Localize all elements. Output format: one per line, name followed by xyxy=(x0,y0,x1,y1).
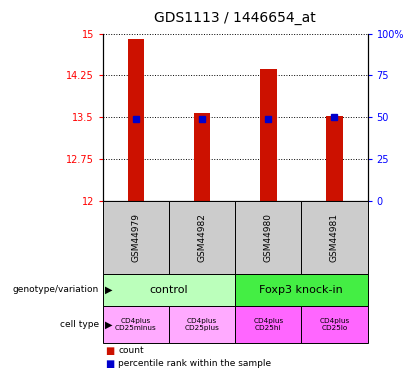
Text: Foxp3 knock-in: Foxp3 knock-in xyxy=(260,285,343,295)
Text: GSM44982: GSM44982 xyxy=(198,213,207,262)
Text: cell type: cell type xyxy=(60,320,99,329)
Text: ■: ■ xyxy=(105,359,114,369)
Text: control: control xyxy=(150,285,188,295)
Text: ▶: ▶ xyxy=(105,320,113,329)
Text: ▶: ▶ xyxy=(105,285,113,295)
Text: ■: ■ xyxy=(105,346,114,355)
Bar xyxy=(260,69,276,201)
Text: GSM44981: GSM44981 xyxy=(330,213,339,262)
Bar xyxy=(326,116,343,201)
Bar xyxy=(194,113,210,201)
Text: CD4plus
CD25lo: CD4plus CD25lo xyxy=(319,318,349,331)
Text: count: count xyxy=(118,346,144,355)
Text: CD4plus
CD25hi: CD4plus CD25hi xyxy=(253,318,284,331)
Text: GDS1113 / 1446654_at: GDS1113 / 1446654_at xyxy=(154,11,316,25)
Text: genotype/variation: genotype/variation xyxy=(13,285,99,294)
Text: CD4plus
CD25minus: CD4plus CD25minus xyxy=(115,318,157,331)
Text: percentile rank within the sample: percentile rank within the sample xyxy=(118,359,272,368)
Bar xyxy=(128,39,144,201)
Text: GSM44980: GSM44980 xyxy=(264,213,273,262)
Text: GSM44979: GSM44979 xyxy=(131,213,140,262)
Text: CD4plus
CD25plus: CD4plus CD25plus xyxy=(185,318,220,331)
